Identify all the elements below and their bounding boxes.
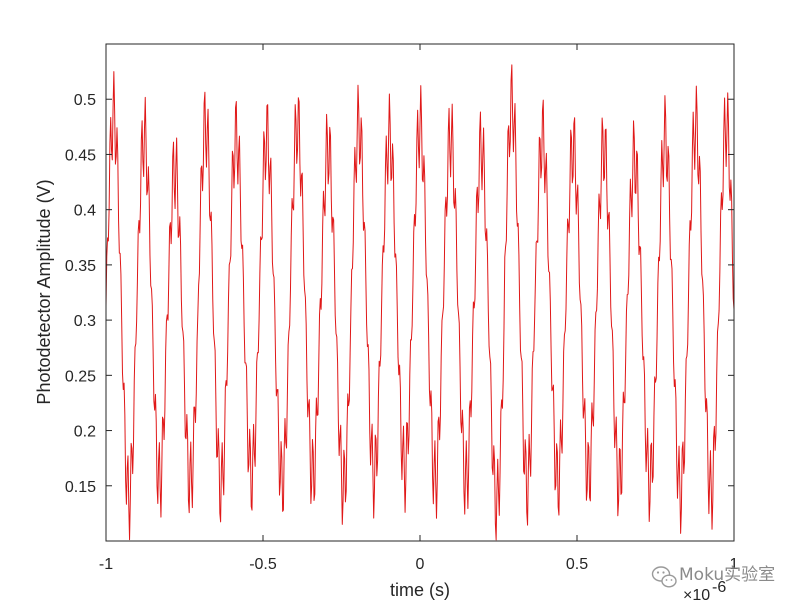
y-tick-label: 0.15	[65, 479, 96, 496]
y-tick-label: 0.3	[74, 313, 96, 330]
series-line	[105, 64, 735, 541]
x-axis-exponent: ×10 -6	[683, 579, 726, 604]
watermark-text: Moku实验室	[679, 565, 775, 585]
y-tick-label: 0.4	[74, 203, 96, 220]
x-tick-label: -0.5	[249, 556, 277, 573]
x-tick-label: 1	[730, 556, 739, 573]
wechat-icon	[651, 566, 677, 588]
watermark: Moku实验室	[651, 565, 775, 588]
x-tick-label: -1	[99, 556, 113, 573]
x-axis-exponent-base: ×10	[683, 587, 710, 604]
y-tick-label: 0.45	[65, 147, 96, 164]
x-axis-label: time (s)	[390, 580, 450, 600]
axis-tick-labels: -1 -0.5 0 0.5 1 0.15 0.2 0.25 0.3 0.35 0.4 0.45 0.5	[65, 92, 739, 573]
y-tick-label: 0.2	[74, 424, 96, 441]
y-axis-label: Photodetector Amplitude (V)	[34, 179, 54, 404]
x-axis-exponent-power: -6	[712, 579, 726, 596]
x-tick-label: 0.5	[566, 556, 588, 573]
y-tick-label: 0.25	[65, 368, 96, 385]
series-line-group	[105, 64, 735, 541]
x-tick-label: 0	[416, 556, 425, 573]
axis-ticks	[105, 44, 735, 541]
y-tick-label: 0.35	[65, 258, 96, 275]
y-tick-label: 0.5	[74, 92, 96, 109]
